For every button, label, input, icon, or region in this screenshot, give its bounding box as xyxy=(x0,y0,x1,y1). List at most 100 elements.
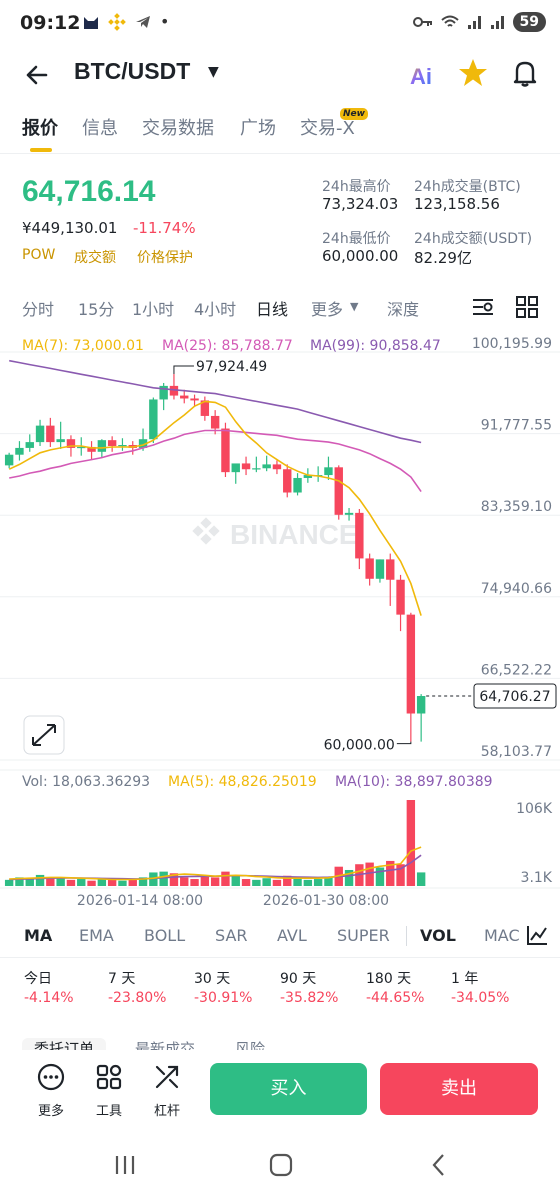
key-icon xyxy=(412,17,432,27)
price-change-percent: -11.74% xyxy=(133,219,196,237)
interval-depth[interactable]: 深度 xyxy=(387,300,420,319)
indicator-macd[interactable]: MAC xyxy=(484,926,520,945)
tab-trade-x[interactable]: 交易-X xyxy=(300,118,355,139)
vol-usdt-value: 82.29亿 xyxy=(414,249,472,267)
perf-value: -4.14% xyxy=(24,990,74,1006)
volume-bar xyxy=(138,877,148,886)
current-price-label: 64,706.27 xyxy=(479,689,550,705)
more-caret-icon[interactable]: ▼ xyxy=(350,300,359,313)
fullscreen-button[interactable] xyxy=(23,715,65,755)
volume-bar xyxy=(406,800,416,886)
vol-usdt-label: 24h成交额(USDT) xyxy=(414,231,533,247)
pair-title[interactable]: BTC/USDT xyxy=(74,58,191,84)
interval-4h[interactable]: 4小时 xyxy=(194,300,237,319)
pair-caret-icon[interactable]: ▼ xyxy=(208,64,219,80)
indicator-avl[interactable]: AVL xyxy=(277,926,307,945)
volume-bars xyxy=(4,800,426,886)
volume-bar xyxy=(241,879,251,886)
low-label: 24h最低价 xyxy=(322,231,391,247)
volume-legend: Vol: 18,063.36293 xyxy=(22,774,150,790)
candle-body xyxy=(169,385,179,396)
favorite-button[interactable] xyxy=(456,56,490,90)
max-marker-line xyxy=(173,365,194,375)
candle-body xyxy=(77,446,86,449)
tag-turnover[interactable]: 成交额 xyxy=(74,250,116,266)
notification-button[interactable] xyxy=(508,56,542,90)
watermark: BINANCE xyxy=(192,517,358,550)
perf-90d: 90 天 -35.82% xyxy=(280,968,338,1006)
layout-button[interactable] xyxy=(514,294,540,320)
tab-latest-trades[interactable]: 最新成交 xyxy=(135,1040,196,1050)
perf-label: 30 天 xyxy=(194,971,231,987)
volume-bar xyxy=(293,878,302,886)
volume-bar xyxy=(386,860,395,886)
back-button[interactable] xyxy=(20,58,54,92)
candle-body xyxy=(262,464,271,469)
buy-button[interactable]: 买入 xyxy=(210,1063,367,1115)
candle-body xyxy=(97,440,107,452)
tab-risk[interactable]: 风险 xyxy=(235,1040,266,1050)
ma-lines xyxy=(8,359,422,616)
leverage-button[interactable]: 杠杆 xyxy=(142,1062,192,1119)
price-axis-label: 91,777.55 xyxy=(481,418,552,434)
tab-open-orders[interactable]: 委托订单 xyxy=(22,1038,107,1050)
tab-trading-data[interactable]: 交易数据 xyxy=(142,118,214,139)
candle-body xyxy=(118,445,127,447)
candle-body xyxy=(159,385,168,400)
perf-label: 1 年 xyxy=(451,971,479,987)
tab-active-indicator xyxy=(30,148,52,152)
grid-layout-icon xyxy=(516,296,538,318)
recent-apps-icon[interactable] xyxy=(112,1152,138,1178)
interval-timeline[interactable]: 分时 xyxy=(22,300,55,319)
min-marker-line xyxy=(396,741,412,745)
tab-info[interactable]: 信息 xyxy=(82,118,118,139)
volume-bar xyxy=(159,871,168,886)
indicator-vol[interactable]: VOL xyxy=(420,926,456,945)
nav-back-icon[interactable] xyxy=(426,1152,452,1178)
candle-body xyxy=(386,559,395,580)
volume-bar xyxy=(15,877,24,886)
more-button[interactable]: 更多 xyxy=(26,1062,76,1119)
star-icon xyxy=(459,59,487,86)
ai-button[interactable]: Ai xyxy=(407,58,441,92)
tag-price-protection[interactable]: 价格保护 xyxy=(137,250,193,266)
tab-quote[interactable]: 报价 xyxy=(22,118,58,139)
kline-chart[interactable]: BINANCE 100,195.99 91,777.55 83,359.10 74,9… xyxy=(0,330,560,910)
dot-icon: • xyxy=(160,12,170,31)
indicator-ma[interactable]: MA xyxy=(24,926,53,945)
wifi-icon xyxy=(440,15,459,27)
status-bar: 09:12 • 59 xyxy=(0,0,560,50)
indicator-super[interactable]: SUPER xyxy=(337,926,390,945)
price-axis-label: 66,522.22 xyxy=(481,662,552,678)
candle-body xyxy=(231,463,240,473)
tag-pow[interactable]: POW xyxy=(22,247,56,263)
volume-axis-bottom: 3.1K xyxy=(521,870,553,886)
volume-bar xyxy=(66,879,76,886)
volume-bar xyxy=(107,879,117,886)
indicator-ema[interactable]: EMA xyxy=(79,926,114,945)
interval-15m[interactable]: 15分 xyxy=(78,300,115,319)
binance-app-icon xyxy=(108,12,126,31)
expand-icon xyxy=(32,724,56,746)
price-axis-label: 58,103.77 xyxy=(481,744,552,760)
indicator-boll[interactable]: BOLL xyxy=(144,926,186,945)
chart-settings-button[interactable] xyxy=(470,294,496,320)
tab-square[interactable]: 广场 xyxy=(240,118,276,139)
low-value: 60,000.00 xyxy=(322,247,399,265)
home-icon[interactable] xyxy=(268,1152,294,1178)
interval-1h[interactable]: 1小时 xyxy=(132,300,175,319)
perf-value: -44.65% xyxy=(366,990,425,1006)
candle-body xyxy=(365,558,374,579)
interval-more[interactable]: 更多 xyxy=(311,300,344,319)
volume-bar xyxy=(210,877,220,886)
volume-bar xyxy=(200,876,210,886)
indicator-settings-button[interactable] xyxy=(524,922,550,948)
sell-button[interactable]: 卖出 xyxy=(380,1063,538,1115)
volume-bar xyxy=(4,879,14,886)
interval-1d[interactable]: 日线 xyxy=(256,300,289,319)
perf-30d: 30 天 -30.91% xyxy=(194,968,252,1006)
volume-bar xyxy=(149,872,158,886)
tools-button[interactable]: 工具 xyxy=(84,1062,134,1119)
kline-svg[interactable]: BINANCE 100,195.99 91,777.55 83,359.10 74,9… xyxy=(0,330,560,910)
indicator-sar[interactable]: SAR xyxy=(215,926,248,945)
